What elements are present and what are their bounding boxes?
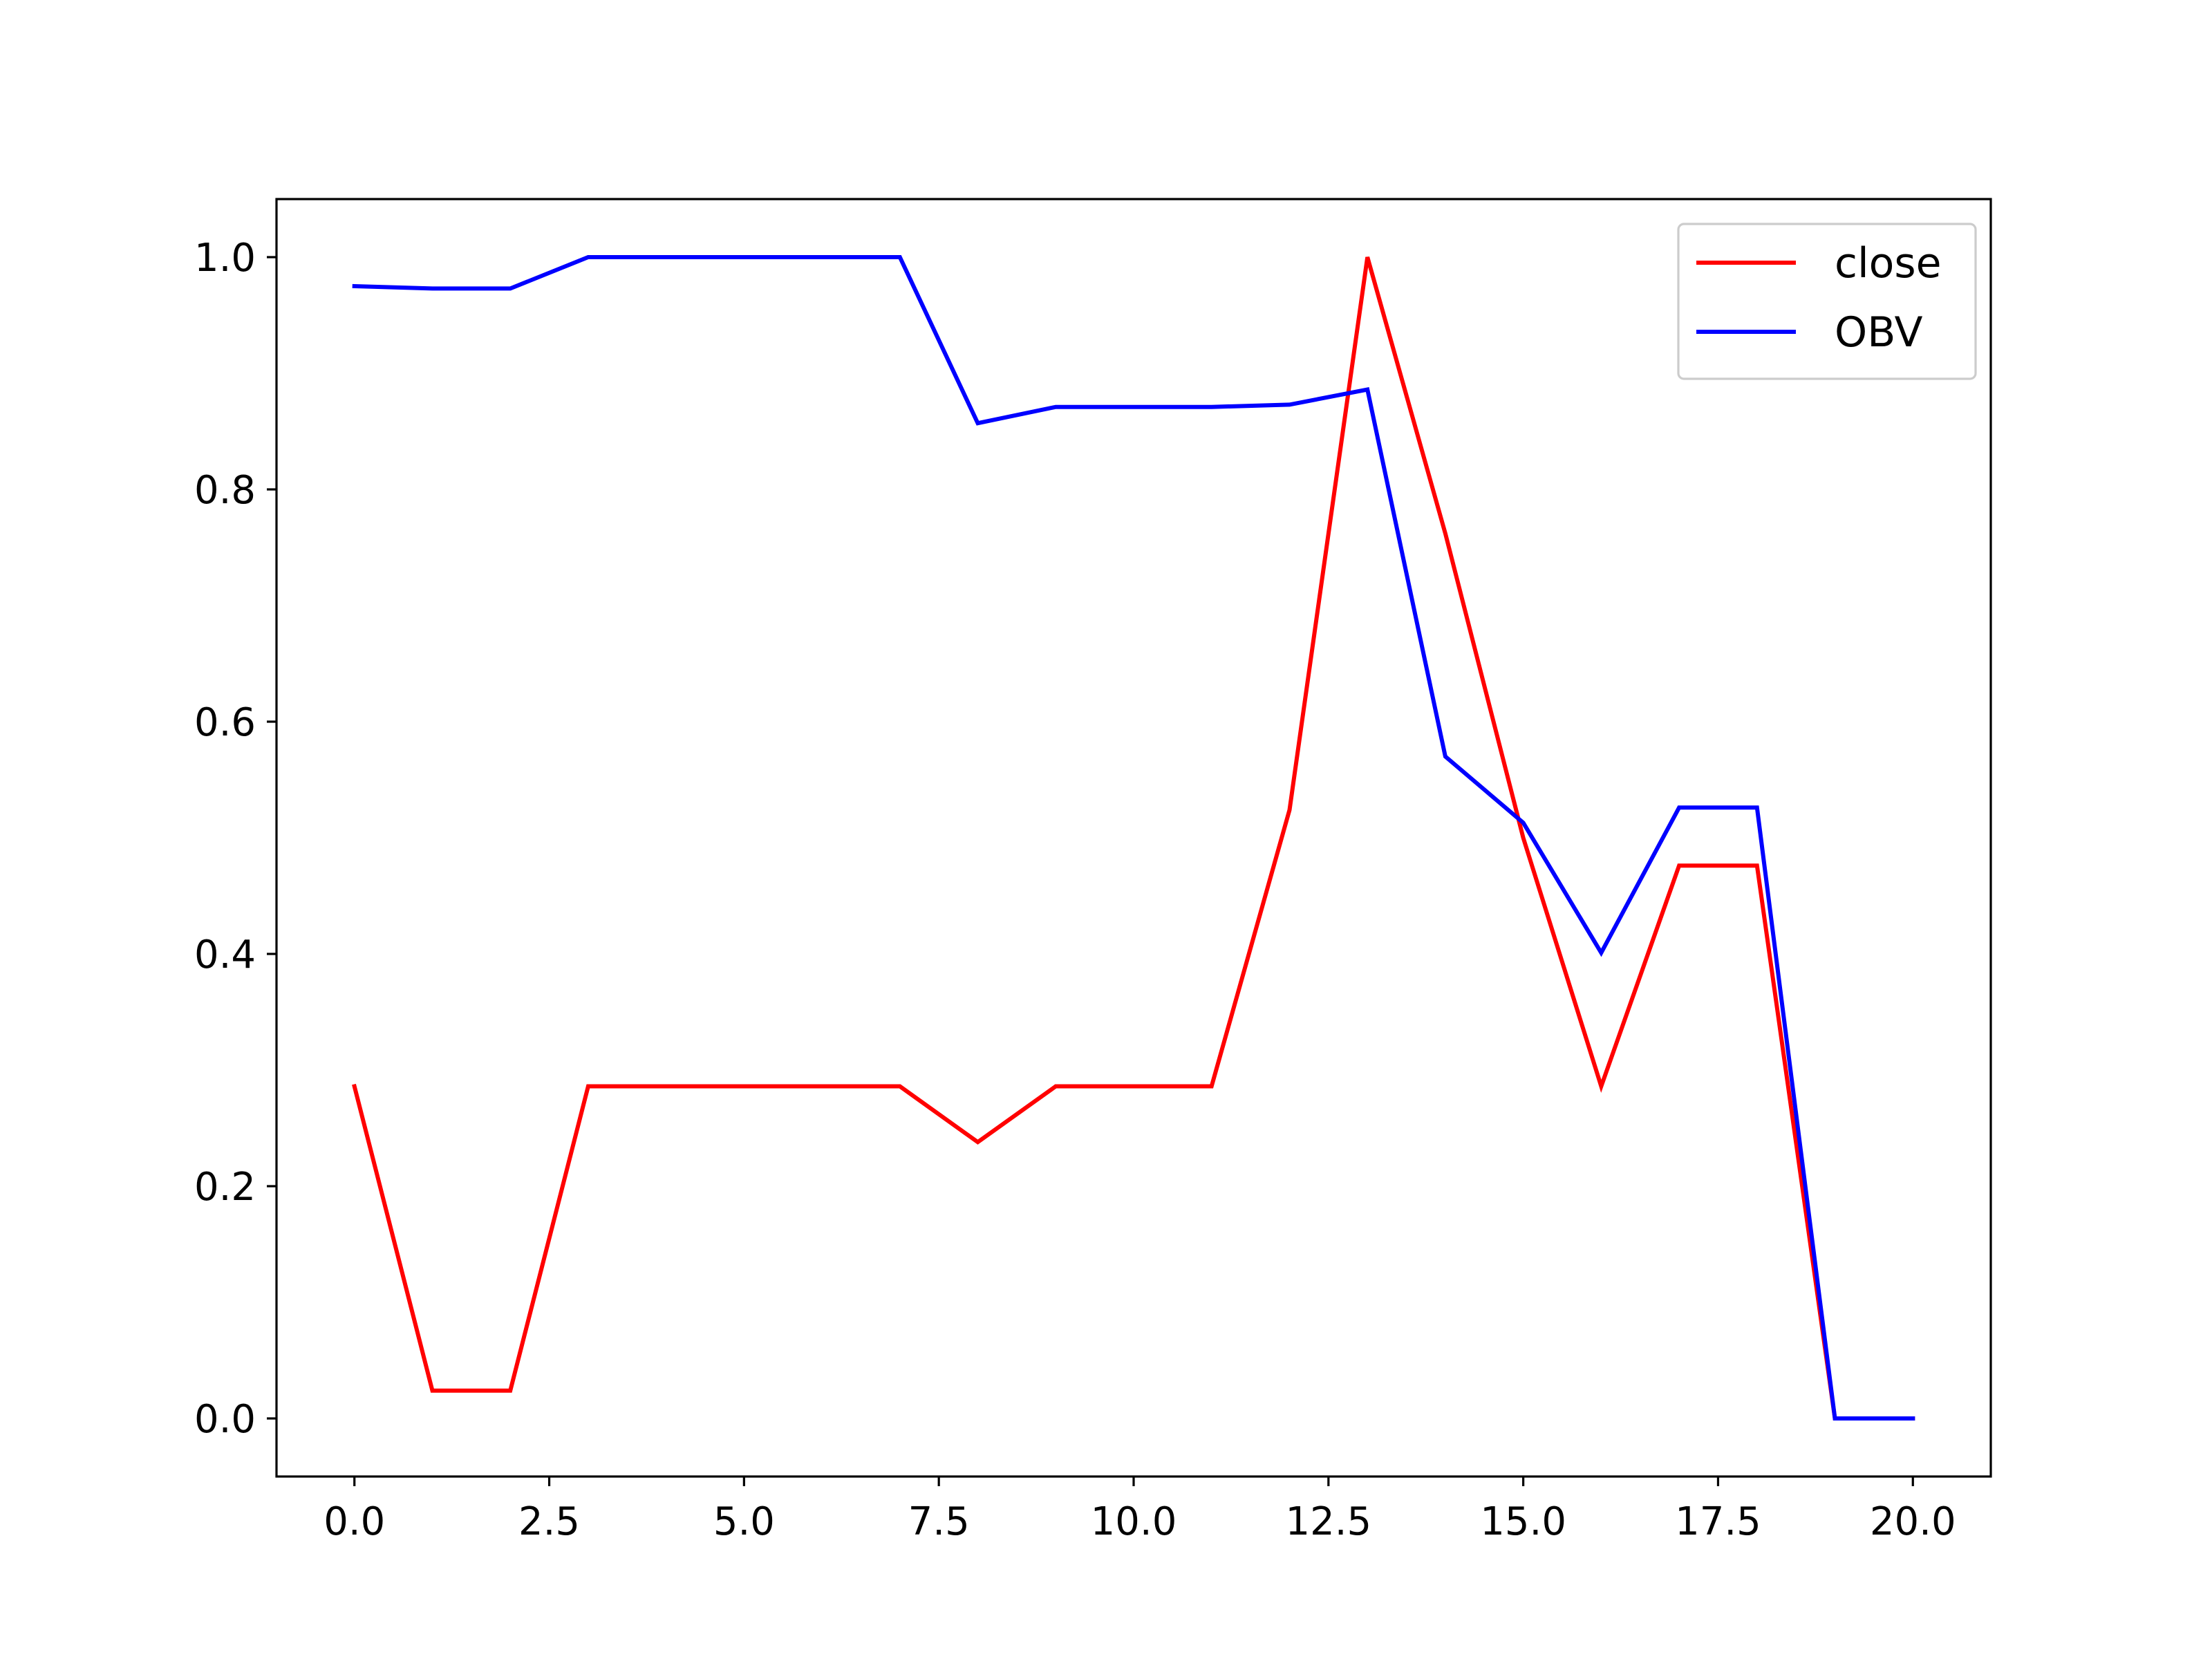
x-tick-label: 10.0: [1091, 1499, 1177, 1544]
y-tick-label: 0.2: [194, 1165, 256, 1210]
y-tick-label: 0.0: [194, 1397, 256, 1442]
legend-label-close: close: [1835, 239, 1942, 288]
x-tick-label: 7.5: [908, 1499, 970, 1544]
x-tick-label: 12.5: [1285, 1499, 1371, 1544]
x-tick-label: 2.5: [518, 1499, 580, 1544]
axes: 0.0 2.5 5.0 7.5 10.0 12.5 15.0 17.5 20.0 0.0 0.2 0.…: [194, 198, 1992, 1544]
x-tick-label: 15.0: [1480, 1499, 1566, 1544]
legend: close OBV: [1677, 223, 1977, 380]
y-tick-label: 1.0: [194, 236, 256, 281]
series-line-obv: [352, 255, 1915, 1421]
y-tick-label: 0.8: [194, 468, 256, 513]
x-tick-label: 0.0: [324, 1499, 385, 1544]
legend-label-obv: OBV: [1835, 308, 1923, 357]
y-tick-label: 0.6: [194, 700, 256, 745]
x-tick-label: 20.0: [1870, 1499, 1956, 1544]
series-line-close: [352, 256, 1915, 1421]
x-tick-label: 17.5: [1675, 1499, 1761, 1544]
x-tick-label: 5.0: [713, 1499, 775, 1544]
plot-area: [352, 255, 1915, 1421]
y-tick-label: 0.4: [194, 932, 256, 977]
